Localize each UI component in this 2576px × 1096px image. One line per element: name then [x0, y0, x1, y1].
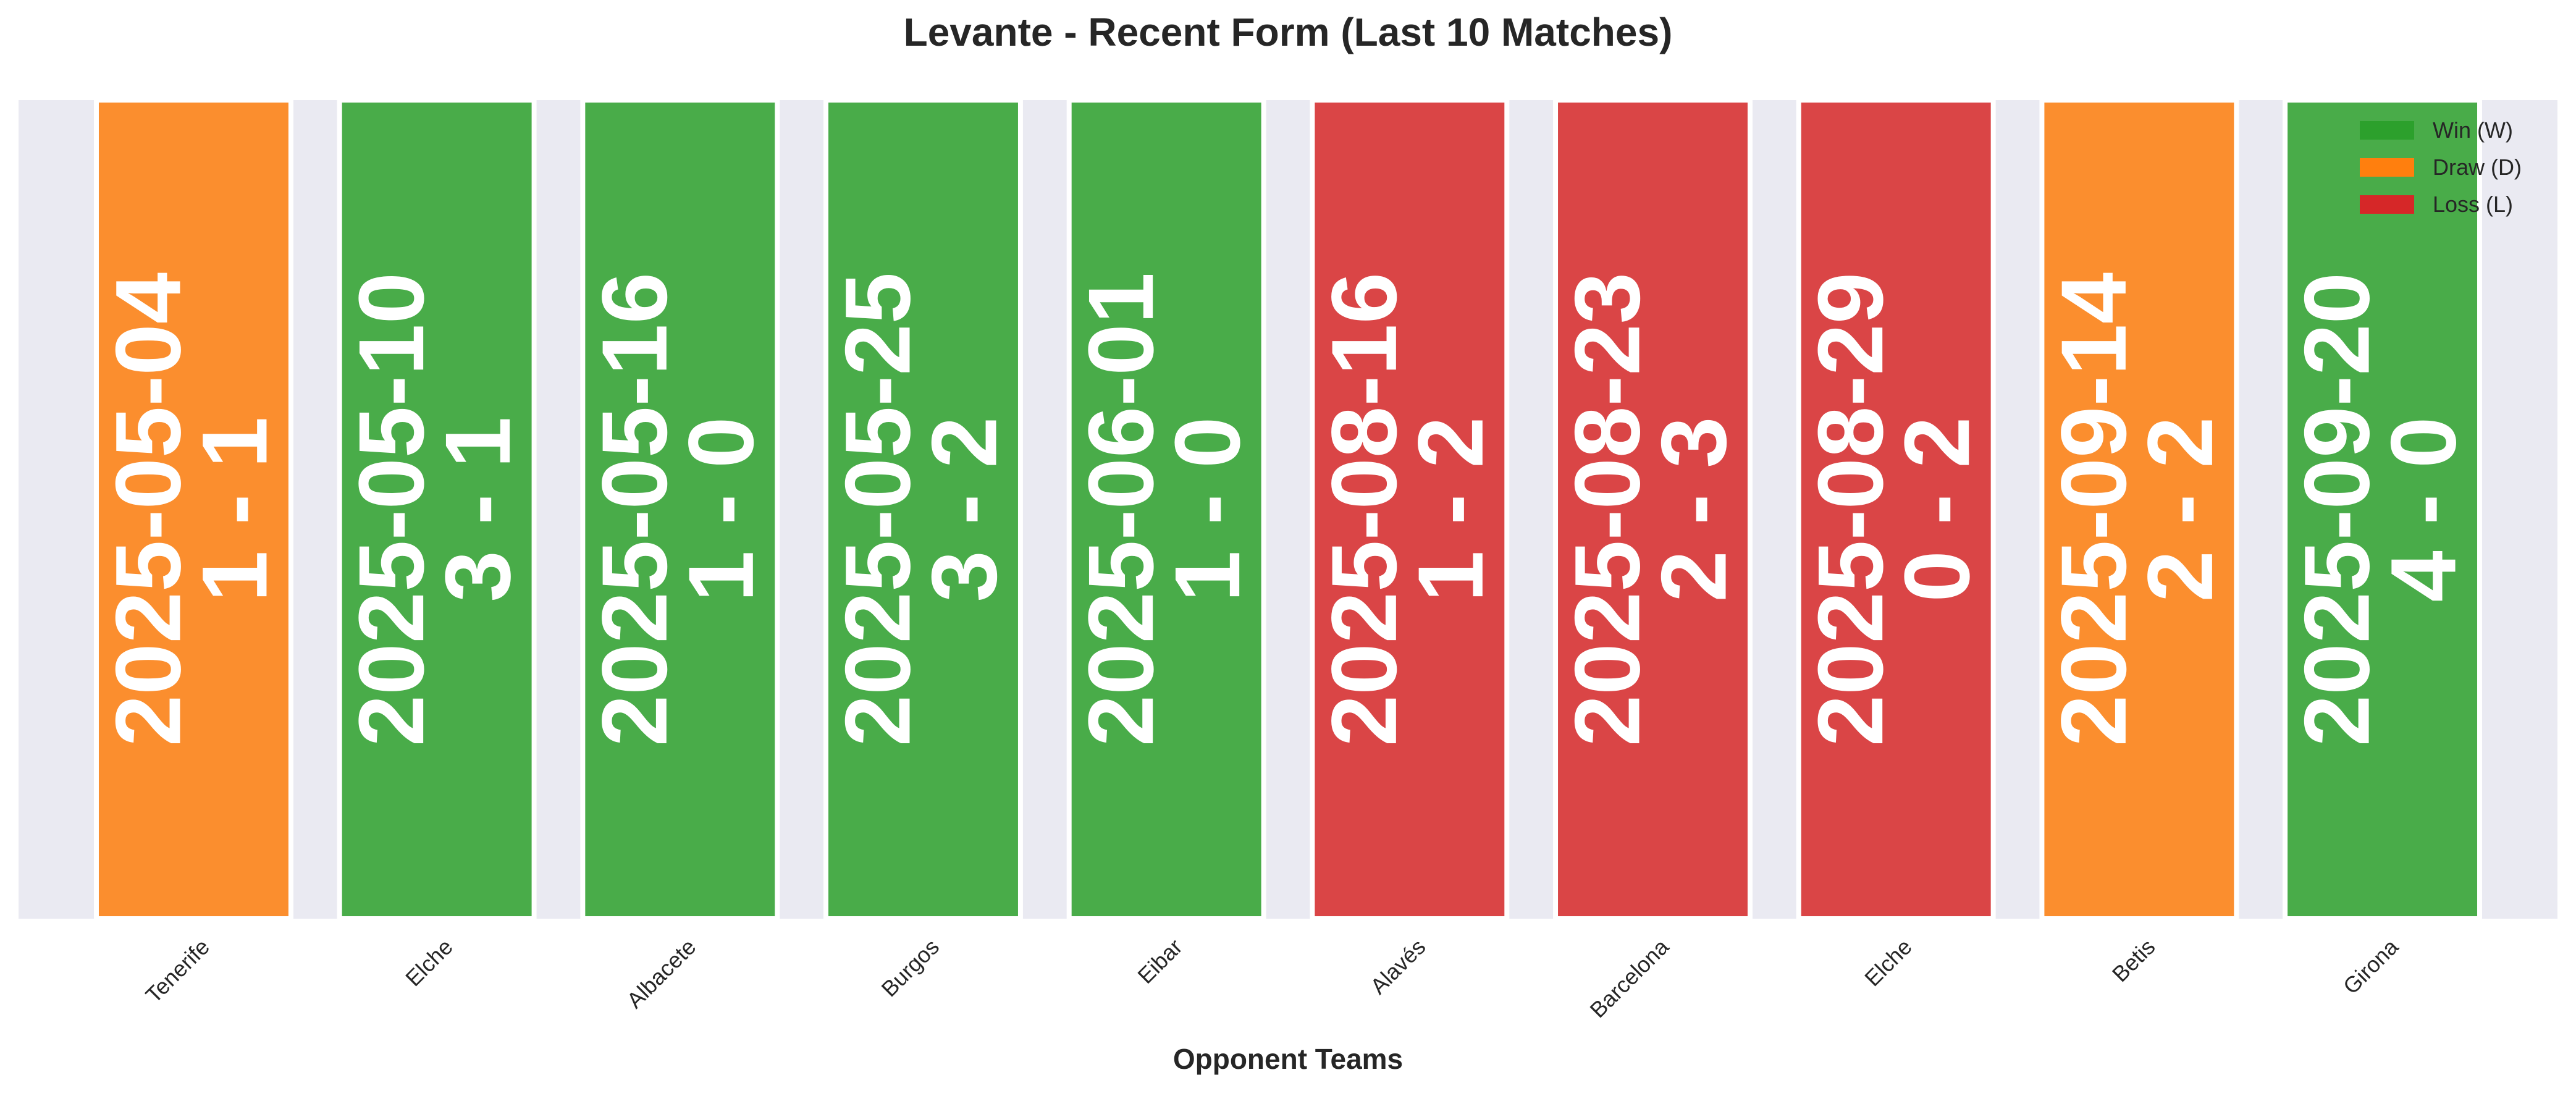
- bar-score-label: 2 - 2: [2128, 416, 2232, 602]
- bar: [823, 98, 1023, 921]
- bar-label: 2025-06-011 - 0: [1069, 272, 1259, 746]
- x-tick-label: Betis: [2107, 934, 2160, 987]
- bar-date-label: 2025-09-14: [2042, 272, 2145, 746]
- bar-score-label: 1 - 0: [669, 416, 773, 602]
- bar: [337, 98, 537, 921]
- bar: [1310, 98, 1510, 921]
- bar-label: 2025-05-103 - 1: [339, 272, 529, 746]
- legend-swatch: [2360, 158, 2414, 177]
- legend: Win (W) Draw (D) Loss (L): [2360, 117, 2522, 217]
- legend-label: Loss (L): [2433, 192, 2513, 217]
- bar-score-label: 1 - 2: [1399, 416, 1502, 602]
- x-tick-label: Elche: [1859, 934, 1917, 992]
- bar-date-label: 2025-08-29: [1798, 272, 1902, 746]
- bar-date-label: 2025-05-16: [583, 272, 686, 746]
- x-tick-label: Burgos: [876, 934, 944, 1002]
- legend-label: Draw (D): [2433, 154, 2522, 180]
- x-tick-label: Tenerife: [141, 934, 215, 1008]
- bar-label: 2025-08-290 - 2: [1798, 272, 1989, 746]
- x-tick-label: Barcelona: [1585, 934, 1674, 1022]
- bar: [2283, 98, 2483, 921]
- bar-label: 2025-09-142 - 2: [2042, 272, 2232, 746]
- x-tick-label: Eibar: [1132, 934, 1187, 989]
- bar-date-label: 2025-05-04: [96, 272, 200, 746]
- bar-score-label: 3 - 2: [912, 416, 1016, 602]
- x-axis-label: Opponent Teams: [1173, 1043, 1403, 1075]
- bar-score-label: 2 - 3: [1642, 416, 1746, 602]
- legend-swatch: [2360, 195, 2414, 214]
- bar-labels-layer: 2025-05-041 - 1 2025-05-103 - 1 2025-05-16…: [96, 272, 2475, 746]
- bar-date-label: 2025-08-16: [1312, 272, 1416, 746]
- bars-layer: [93, 98, 2483, 921]
- legend-swatch: [2360, 121, 2414, 140]
- bar: [1066, 98, 1266, 921]
- bar-label: 2025-05-253 - 2: [825, 272, 1016, 746]
- x-tick-label: Alavés: [1365, 934, 1430, 999]
- legend-label: Win (W): [2433, 117, 2513, 143]
- bar-score-label: 1 - 1: [182, 416, 286, 602]
- bar-label: 2025-09-204 - 0: [2285, 272, 2475, 746]
- bar-score-label: 0 - 2: [1885, 416, 1989, 602]
- bar-score-label: 4 - 0: [2372, 416, 2475, 602]
- bar: [1553, 98, 1753, 921]
- x-tick-labels: Tenerife Elche Albacete Burgos Eibar Alavés Ba…: [141, 934, 2404, 1022]
- bar-label: 2025-08-232 - 3: [1555, 272, 1746, 746]
- bar: [2039, 98, 2239, 921]
- bar-date-label: 2025-05-10: [339, 272, 443, 746]
- bar-label: 2025-08-161 - 2: [1312, 272, 1502, 746]
- bar-label: 2025-05-041 - 1: [96, 272, 286, 746]
- x-tick-label: Elche: [400, 934, 458, 992]
- bar-score-label: 3 - 1: [426, 416, 529, 602]
- x-tick-label: Albacete: [621, 934, 701, 1013]
- bar-date-label: 2025-06-01: [1069, 272, 1172, 746]
- bar-score-label: 1 - 0: [1155, 416, 1259, 602]
- bar-date-label: 2025-05-25: [825, 272, 929, 746]
- bar-date-label: 2025-09-20: [2285, 272, 2389, 746]
- bar: [93, 98, 293, 921]
- x-tick-label: Girona: [2338, 934, 2404, 999]
- bar-date-label: 2025-08-23: [1555, 272, 1659, 746]
- chart-title: Levante - Recent Form (Last 10 Matches): [904, 10, 1673, 54]
- bar: [1796, 98, 1996, 921]
- bar: [580, 98, 780, 921]
- bar-label: 2025-05-161 - 0: [583, 272, 773, 746]
